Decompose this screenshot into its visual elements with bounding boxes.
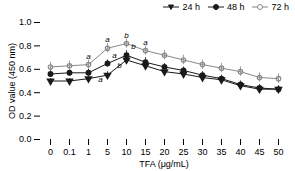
svg-text:0.2: 0.2 <box>19 111 32 121</box>
svg-text:0.8: 0.8 <box>19 41 32 51</box>
svg-text:40: 40 <box>235 147 245 157</box>
svg-text:0.6: 0.6 <box>19 64 32 74</box>
svg-text:a: a <box>143 38 148 47</box>
svg-text:OD value (450 nm): OD value (450 nm) <box>7 43 17 119</box>
svg-text:0.0: 0.0 <box>19 134 32 144</box>
svg-text:10: 10 <box>121 147 131 157</box>
svg-text:b: b <box>117 61 122 70</box>
svg-text:b: b <box>131 42 136 51</box>
svg-text:TFA (μg/mL): TFA (μg/mL) <box>139 159 189 169</box>
html-text:72 h: 72 h <box>271 2 289 12</box>
svg-text:30: 30 <box>197 147 207 157</box>
svg-text:15: 15 <box>140 147 150 157</box>
svg-text:0.4: 0.4 <box>19 88 32 98</box>
svg-text:a: a <box>98 75 103 84</box>
html-text:48 h: 48 h <box>226 2 245 12</box>
svg-text:25: 25 <box>178 147 188 157</box>
svg-text:a: a <box>112 51 117 60</box>
svg-text:a: a <box>86 52 91 61</box>
svg-text:5: 5 <box>105 147 110 157</box>
svg-text:50: 50 <box>273 147 283 157</box>
svg-text:a: a <box>105 35 110 44</box>
svg-text:b: b <box>124 31 129 40</box>
svg-text:1.0: 1.0 <box>19 17 32 27</box>
svg-text:45: 45 <box>254 147 264 157</box>
svg-text:20: 20 <box>159 147 169 157</box>
svg-text:1: 1 <box>86 147 91 157</box>
svg-text:35: 35 <box>216 147 226 157</box>
svg-text:0: 0 <box>48 147 53 157</box>
html-text:24 h: 24 h <box>182 2 200 12</box>
svg-text:0.1: 0.1 <box>63 147 76 157</box>
